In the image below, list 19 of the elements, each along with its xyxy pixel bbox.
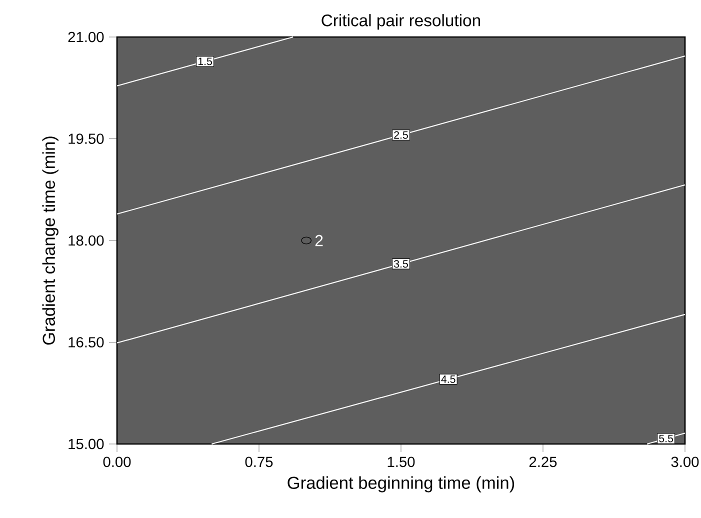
series-label: 5.5 <box>659 434 674 442</box>
y-tick-label: 19.50 <box>68 134 104 144</box>
y-axis-title: Gradient change time (min) <box>42 136 58 345</box>
series-label: 1.5 <box>198 58 212 66</box>
x-tick-label: 3.00 <box>671 456 699 468</box>
series-label: 4.5 <box>441 375 456 383</box>
series-label: 3.5 <box>394 260 408 268</box>
x-tick-label: 0.00 <box>103 456 131 468</box>
x-tick-label: 2.25 <box>529 456 557 468</box>
series-label: 2.5 <box>394 131 408 139</box>
y-tick-label: 18.00 <box>68 235 104 246</box>
annotation: 2 <box>315 234 323 246</box>
x-tick-label: 1.50 <box>388 456 415 468</box>
y-tick-label: 21.00 <box>68 32 104 42</box>
x-tick-label: 0.75 <box>245 456 273 468</box>
chart-title: Critical pair resolution <box>322 14 480 30</box>
y-tick-label: 15.00 <box>68 438 104 450</box>
y-tick-label: 16.50 <box>68 337 104 348</box>
x-axis-title: Gradient beginning time (min) <box>288 476 514 492</box>
